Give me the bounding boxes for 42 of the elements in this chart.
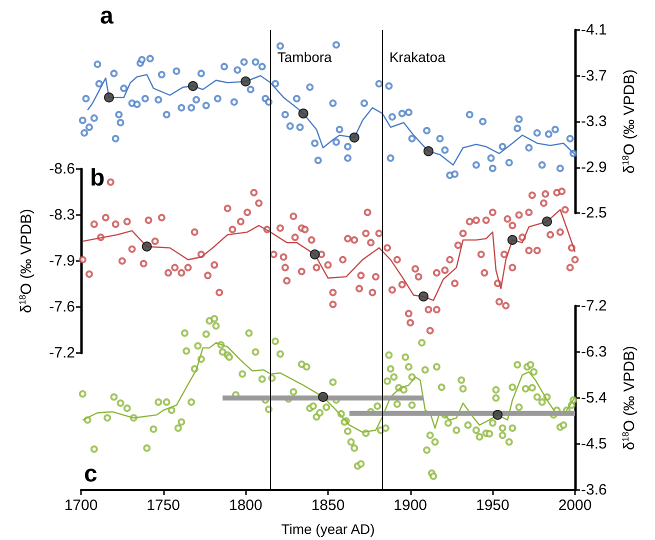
- point: [423, 146, 434, 156]
- y-tick-label: -7.9: [49, 252, 75, 270]
- y-tick-label: -5.4: [581, 390, 607, 406]
- text: c: [84, 460, 98, 488]
- x-axis-title: Time (year AD): [281, 521, 375, 537]
- y-tick-label: -7.2: [49, 344, 75, 362]
- x-tick-label: 1900: [394, 497, 428, 514]
- point: [188, 81, 198, 92]
- y-axis-title: δ18O (‰ VPDB): [18, 208, 35, 314]
- point: [507, 234, 518, 245]
- y-tick-label: -2.5: [581, 204, 607, 222]
- ref-line-label: Krakatoa: [389, 49, 446, 65]
- y-axis-title: δ18O (‰ VPDB): [620, 69, 638, 174]
- x-tick-label: 2000: [558, 497, 592, 514]
- point: [142, 242, 152, 252]
- y-tick-label: -8.3: [49, 206, 75, 224]
- chart-title: b: [90, 164, 105, 192]
- point: [418, 291, 429, 302]
- point: [349, 132, 360, 143]
- x-tick-label: 1850: [311, 497, 345, 514]
- ref-line-label: Tambora: [277, 49, 332, 65]
- y-tick-label: -4.1: [581, 22, 607, 38]
- point: [310, 249, 320, 260]
- y-tick-label: -3.7: [581, 67, 607, 84]
- y-tick-label: -7.2: [581, 298, 607, 314]
- chart-title: a: [100, 2, 114, 30]
- y-tick-label: -3.6: [581, 482, 607, 498]
- y-axis-title: δ18O (‰ VPDB): [620, 346, 638, 450]
- x-tick-label: 1950: [476, 497, 510, 514]
- point: [240, 76, 251, 86]
- point: [542, 216, 552, 227]
- y-tick-label: -2.9: [581, 158, 607, 176]
- point: [104, 92, 114, 102]
- x-tick-label: 1750: [146, 497, 180, 514]
- y-tick-label: -6.3: [581, 344, 607, 360]
- y-tick-label: -7.6: [49, 298, 75, 316]
- y-tick-label: -3.3: [581, 113, 607, 130]
- point: [298, 108, 308, 118]
- x-tick-label: 1800: [228, 497, 262, 514]
- x-tick-label: 1700: [64, 497, 98, 514]
- y-tick-label: -4.5: [581, 436, 607, 452]
- y-tick-label: -8.6: [49, 160, 75, 178]
